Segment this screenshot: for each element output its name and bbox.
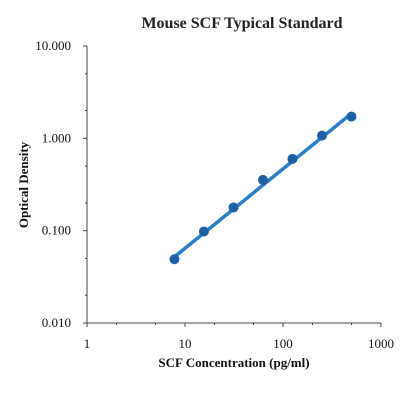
y-axis-title: Optical Density — [16, 141, 31, 228]
data-point — [346, 111, 357, 122]
x-tick-label: 10 — [179, 336, 192, 351]
y-axis-ticks: 0.010 0.100 1.000 10.000 — [35, 38, 87, 330]
y-tick-label: 1.000 — [42, 130, 71, 145]
chart-title: Mouse SCF Typical Standard — [141, 15, 342, 32]
data-point — [169, 254, 180, 265]
y-tick-label: 10.000 — [35, 38, 71, 53]
x-axis-title: SCF Concentration (pg/ml) — [158, 355, 309, 370]
data-point — [316, 130, 327, 141]
data-point — [198, 226, 209, 237]
y-tick-label: 0.010 — [42, 315, 71, 330]
data-point — [287, 153, 298, 164]
x-tick-label: 1000 — [368, 336, 394, 351]
x-axis-ticks: 1 10 100 1000 — [84, 323, 394, 351]
x-tick-label: 100 — [273, 336, 293, 351]
data-points-layer — [169, 111, 357, 265]
data-point — [228, 202, 239, 213]
x-tick-label: 1 — [84, 336, 91, 351]
data-point — [257, 174, 268, 185]
y-tick-label: 0.100 — [42, 223, 71, 238]
